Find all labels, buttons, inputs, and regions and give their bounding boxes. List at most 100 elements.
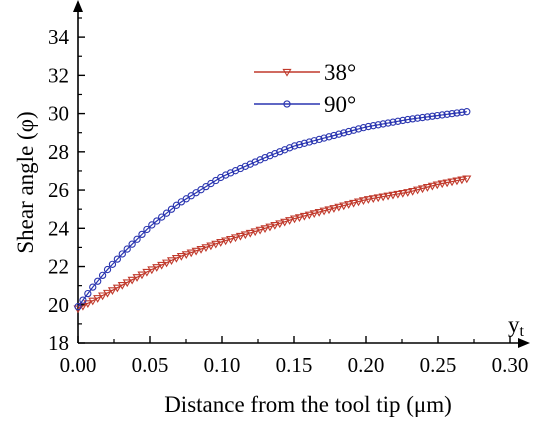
data-point [428, 112, 436, 120]
data-point [108, 260, 117, 269]
data-point [404, 115, 412, 124]
axis-marker-sub: t [520, 323, 525, 340]
data-point [457, 176, 467, 185]
data-point [423, 113, 432, 121]
data-point [89, 283, 97, 291]
data-point [152, 264, 162, 272]
data-point [83, 300, 93, 309]
data-point [280, 218, 290, 227]
series-triangle-down [73, 175, 472, 314]
legend-label: 90° [324, 92, 356, 117]
data-point [167, 205, 176, 213]
data-point [282, 68, 292, 77]
data-point [265, 223, 275, 232]
data-point [442, 179, 452, 188]
data-point [221, 237, 231, 246]
data-point [143, 225, 151, 234]
data-point [255, 226, 265, 235]
data-point [383, 192, 393, 201]
y-tick-label: 34 [48, 25, 70, 49]
data-point [158, 213, 166, 221]
data-point [94, 277, 102, 285]
data-point [315, 135, 323, 144]
data-point [166, 257, 177, 266]
data-point [147, 266, 157, 275]
y-axis-title: Shear angle (φ) [13, 111, 38, 253]
data-point [133, 235, 141, 243]
data-point [122, 279, 132, 288]
data-point [132, 274, 142, 282]
data-point [448, 109, 456, 118]
data-point [162, 209, 171, 217]
data-point [295, 140, 304, 149]
y-tick-label: 32 [48, 63, 69, 87]
data-point [283, 100, 291, 108]
data-point [389, 118, 397, 126]
data-point [107, 287, 118, 295]
data-point [334, 203, 344, 212]
data-point [153, 217, 161, 225]
data-point [344, 201, 354, 209]
data-point [171, 255, 181, 263]
data-point [458, 108, 466, 116]
data-point [413, 114, 422, 122]
data-point [137, 271, 147, 280]
x-tick-label: 0.10 [204, 353, 241, 377]
data-point [176, 252, 186, 261]
data-point [340, 129, 348, 137]
y-tick-label: 28 [48, 140, 69, 164]
data-point [358, 197, 369, 205]
data-point [433, 111, 441, 120]
data-point [393, 190, 403, 199]
series-group [73, 108, 472, 314]
data-point [127, 276, 137, 285]
legend: 38°90° [254, 60, 356, 117]
data-point [432, 181, 442, 190]
data-point [319, 207, 329, 216]
data-point [138, 230, 146, 239]
y-axis-arrow [73, 0, 83, 12]
axis-marker-label: yt [508, 312, 525, 340]
data-point [270, 222, 280, 230]
x-tick-label: 0.05 [132, 353, 169, 377]
data-point [201, 244, 211, 253]
x-tick-label: 0.30 [492, 353, 529, 377]
data-point [261, 153, 269, 162]
data-point [230, 234, 241, 243]
data-point [93, 295, 103, 303]
data-point [373, 194, 383, 203]
data-point [226, 235, 236, 244]
data-point [172, 201, 181, 209]
data-point [289, 215, 300, 224]
data-point [300, 139, 309, 147]
data-point [103, 265, 112, 274]
data-point [275, 220, 285, 229]
data-point [417, 185, 428, 194]
data-point [88, 297, 98, 306]
data-point [142, 268, 152, 277]
data-point [399, 116, 407, 125]
data-point [409, 115, 417, 123]
data-point [98, 271, 107, 280]
data-point [374, 121, 382, 129]
data-point [181, 251, 191, 260]
data-point [463, 108, 471, 116]
x-tick-label: 0.00 [60, 353, 97, 377]
data-point [418, 113, 427, 122]
data-point [427, 182, 437, 191]
data-point [353, 198, 364, 207]
data-point [378, 193, 388, 202]
data-point [235, 232, 245, 241]
data-point [422, 184, 432, 192]
data-point [320, 134, 328, 142]
y-tick-label: 26 [48, 178, 69, 202]
data-point [314, 208, 324, 217]
data-point [285, 217, 295, 225]
data-point [79, 296, 87, 304]
data-point [437, 180, 447, 189]
y-tick-label: 30 [48, 102, 69, 126]
data-point [84, 289, 92, 298]
data-point [305, 138, 313, 146]
data-point [354, 125, 363, 133]
y-tick-label: 24 [48, 216, 70, 240]
